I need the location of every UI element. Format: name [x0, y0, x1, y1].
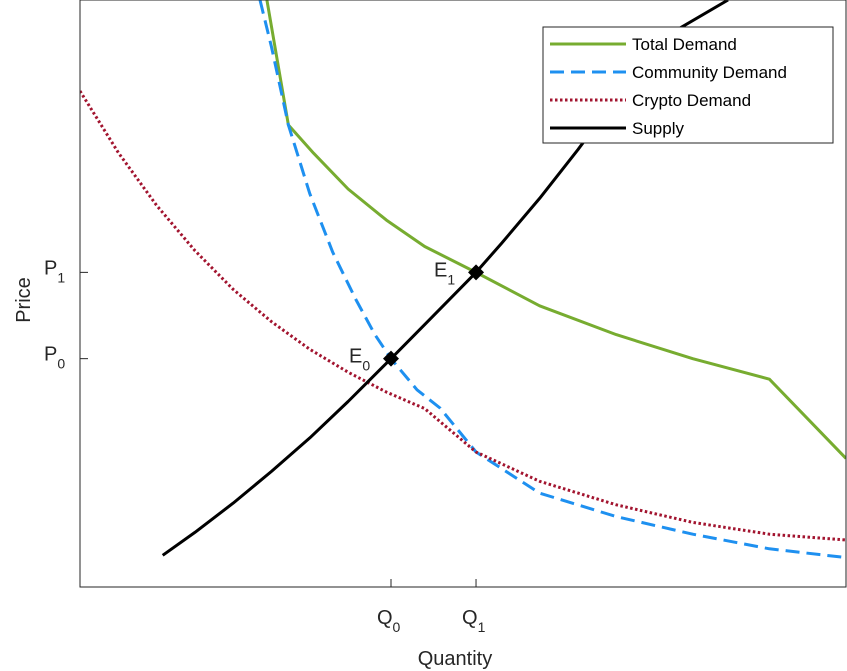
series-line-community-demand	[258, 0, 846, 560]
y-tick-label-1: P1	[44, 257, 65, 285]
x-tick-label-1: Q1	[462, 607, 486, 635]
legend-label-3: Supply	[632, 119, 684, 138]
legend-label-2: Crypto Demand	[632, 91, 751, 110]
axes-box	[79, 0, 847, 588]
legend: Total Demand Community Demand Crypto Deman…	[542, 26, 834, 144]
series-line-total-demand	[265, 0, 846, 460]
x-axis-label: Quantity	[418, 648, 492, 670]
tick-layer: Q0 Q1 P0 P1	[44, 257, 486, 635]
equilibrium-marker-0	[382, 350, 399, 367]
legend-label-0: Total Demand	[632, 35, 737, 54]
legend-label-1: Community Demand	[632, 63, 787, 82]
series-line-crypto-demand	[80, 90, 846, 542]
y-tick-label-0: P0	[44, 344, 65, 372]
equilibrium-label-0: E0	[349, 346, 370, 374]
equilibrium-label-1: E1	[434, 259, 455, 287]
equilibrium-marker-1	[468, 264, 485, 281]
y-axis-label: Price	[13, 277, 35, 323]
legend-box	[542, 26, 834, 144]
equilibrium-markers: E0 E1	[349, 259, 485, 374]
x-tick-label-0: Q0	[377, 607, 401, 635]
